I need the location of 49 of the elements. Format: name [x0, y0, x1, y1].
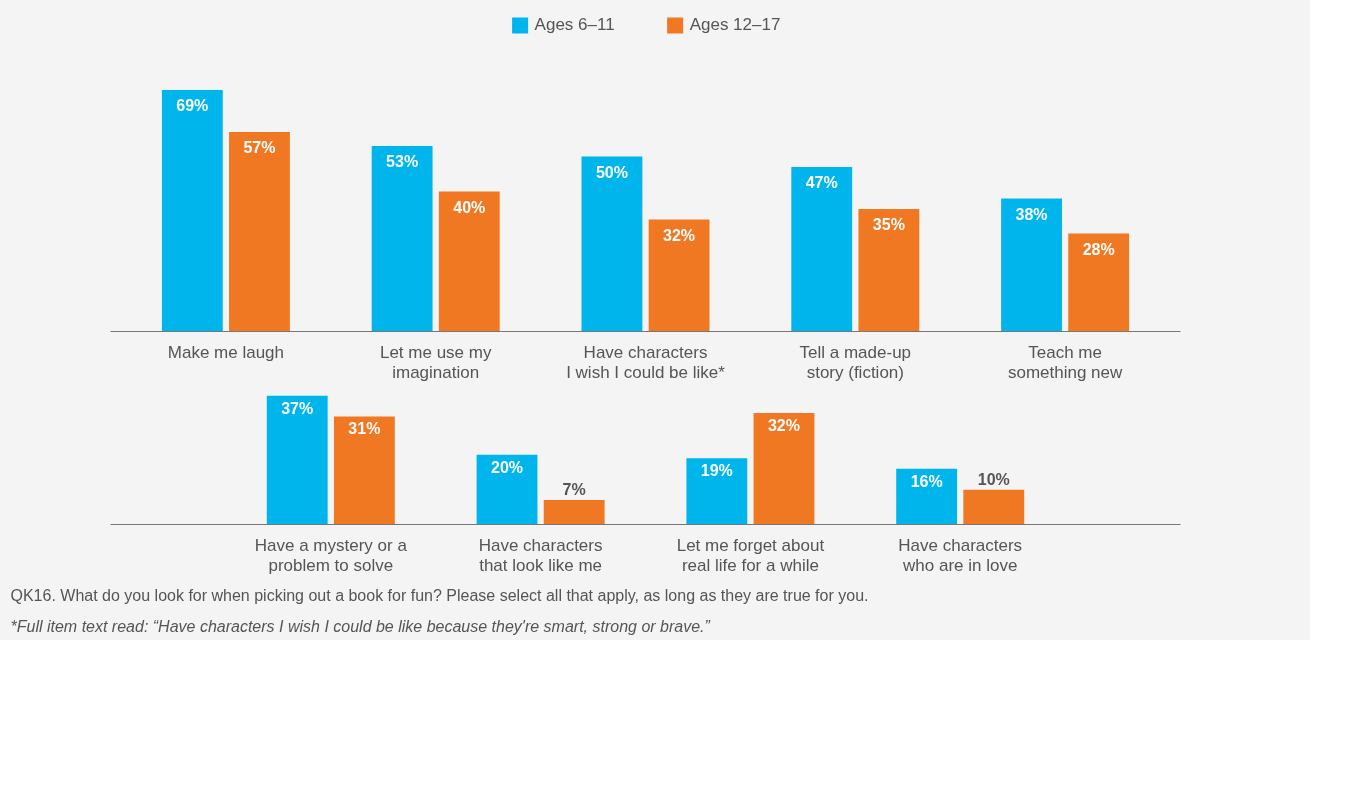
bar: [333, 416, 395, 525]
data-label: 53%: [386, 153, 419, 171]
bar: [896, 468, 958, 525]
x-tick-label: Teach me something new: [1007, 342, 1123, 383]
data-label: 69%: [176, 97, 209, 115]
bar: [686, 458, 748, 525]
bar: [791, 167, 853, 332]
bar: [229, 132, 290, 332]
bar: [1001, 198, 1062, 332]
bar: [858, 209, 920, 332]
data-label: 28%: [1082, 240, 1115, 258]
data-label: 47%: [805, 174, 838, 192]
x-tick-label: Tell a made-up story (fiction): [799, 342, 912, 383]
data-label: 16%: [910, 472, 943, 490]
bar: [266, 395, 328, 525]
bar: [581, 156, 643, 332]
bar: [371, 146, 433, 332]
data-label: 7%: [562, 481, 586, 499]
data-label: 32%: [663, 226, 696, 244]
x-tick-label: Make me laugh: [167, 342, 285, 362]
bar: [648, 219, 710, 332]
data-label: 37%: [281, 399, 314, 417]
x-tick-label: Have characters that look like me: [478, 535, 603, 576]
data-label: 57%: [243, 139, 276, 157]
bar: [438, 191, 500, 332]
bar: [753, 413, 815, 525]
legend-label: Ages 6–11: [534, 15, 615, 35]
data-label: 31%: [348, 420, 381, 438]
bar: [1068, 233, 1130, 332]
data-label: 10%: [977, 470, 1010, 488]
data-label: 32%: [767, 416, 800, 434]
text: QK16. What do you look for when picking out a book for fun? Please select all that apply, as long as they are true for you.: [10, 586, 869, 604]
data-label: 38%: [1015, 205, 1048, 223]
data-label: 50%: [595, 163, 628, 181]
bar: [476, 454, 538, 525]
x-tick-label: Have characters who are in love: [898, 535, 1023, 576]
x-tick-label: Have a mystery or a problem to solve: [254, 535, 408, 576]
data-label: 19%: [700, 462, 733, 480]
data-label: 40%: [453, 198, 486, 216]
legend-label: Ages 12–17: [689, 15, 781, 35]
data-label: 20%: [491, 458, 524, 476]
x-tick-label: Let me forget about real life for a while: [676, 535, 825, 576]
data-label: 35%: [872, 216, 905, 234]
bar: [963, 489, 1025, 525]
bar: [161, 90, 223, 332]
x-tick-label: Have characters I wish I could be like*: [566, 342, 726, 383]
x-tick-label: Let me use my imagination: [379, 342, 492, 383]
text: *Full item text read: “Have characters I wish I could be like because they're smart, strong or brave.”: [10, 617, 711, 635]
bar: [543, 500, 605, 525]
